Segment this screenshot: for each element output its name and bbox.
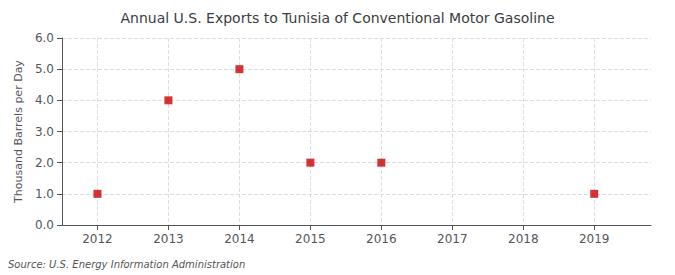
svg-text:2016: 2016 [366, 232, 397, 246]
svg-text:3.0: 3.0 [35, 125, 54, 139]
svg-text:2015: 2015 [295, 232, 326, 246]
svg-text:5.0: 5.0 [35, 62, 54, 76]
svg-text:2012: 2012 [82, 232, 113, 246]
svg-text:Thousand Barrels per Day: Thousand Barrels per Day [12, 60, 25, 204]
svg-text:6.0: 6.0 [35, 31, 54, 45]
svg-text:4.0: 4.0 [35, 93, 54, 107]
svg-text:2014: 2014 [224, 232, 255, 246]
svg-text:Source: U.S. Energy Informatio: Source: U.S. Energy Information Administ… [8, 259, 245, 270]
svg-text:2017: 2017 [437, 232, 468, 246]
svg-text:Annual U.S. Exports to Tunisia: Annual U.S. Exports to Tunisia of Conven… [120, 10, 554, 26]
svg-text:0.0: 0.0 [35, 218, 54, 232]
svg-text:2013: 2013 [153, 232, 184, 246]
svg-text:1.0: 1.0 [35, 187, 54, 201]
svg-text:2.0: 2.0 [35, 156, 54, 170]
svg-text:2019: 2019 [579, 232, 610, 246]
svg-text:2018: 2018 [508, 232, 539, 246]
